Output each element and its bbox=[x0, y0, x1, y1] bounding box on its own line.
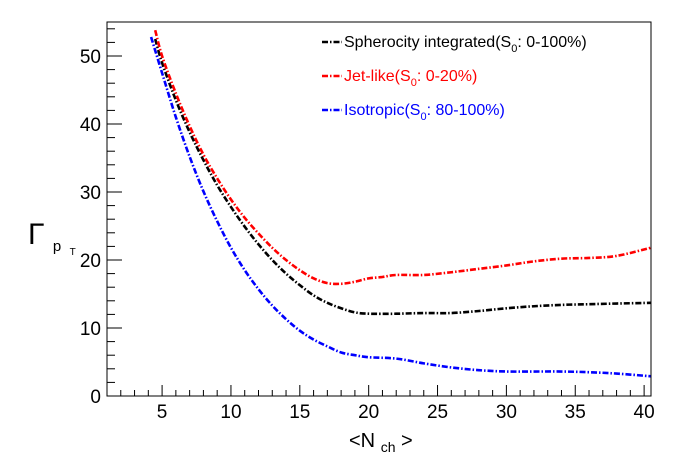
series-layer bbox=[149, 29, 652, 378]
y-axis-title: Γ p T bbox=[28, 218, 76, 258]
x-tick-label-25: 25 bbox=[427, 402, 448, 423]
series-line-1 bbox=[153, 38, 652, 316]
x-tick-label-15: 15 bbox=[289, 402, 310, 423]
y-tick-label-40: 40 bbox=[80, 115, 101, 136]
legend-label-3: Isotropic(S0: 80-100%) bbox=[344, 102, 505, 123]
x-axis-title-main: <N bbox=[349, 430, 375, 452]
x-axis-title-sub: ch bbox=[381, 439, 396, 455]
legend: Spherocity integrated(S0: 0-100%) Jet-lik… bbox=[322, 34, 587, 123]
y-tick-label-10: 10 bbox=[80, 319, 101, 340]
x-axis-title: <N ch > bbox=[349, 430, 413, 457]
y-axis-title-sub: p bbox=[53, 238, 61, 255]
plot-frame bbox=[106, 21, 652, 397]
y-tick-label-30: 30 bbox=[80, 183, 101, 204]
y-axis-title-main: Γ bbox=[28, 218, 45, 251]
axes-layer: 5 10 15 20 25 30 35 40 0 10 20 30 40 50 bbox=[80, 21, 655, 423]
y-tick-label-50: 50 bbox=[80, 47, 101, 68]
x-tick-label-20: 20 bbox=[358, 402, 379, 423]
x-axis-title-close: > bbox=[401, 430, 413, 452]
y-tick-label-20: 20 bbox=[80, 251, 101, 272]
x-tick-label-5: 5 bbox=[157, 402, 168, 423]
x-tick-label-30: 30 bbox=[496, 402, 517, 423]
x-tick-label-40: 40 bbox=[634, 402, 655, 423]
series-line-2 bbox=[153, 29, 652, 286]
legend-label-1: Spherocity integrated(S0: 0-100%) bbox=[344, 34, 587, 55]
series-line-3 bbox=[149, 36, 652, 378]
y-axis-title-subsub: T bbox=[70, 247, 76, 258]
x-tick-label-35: 35 bbox=[565, 402, 586, 423]
x-tick-label-10: 10 bbox=[220, 402, 241, 423]
legend-label-2: Jet-like(S0: 0-20%) bbox=[344, 68, 477, 89]
y-tick-label-0: 0 bbox=[90, 387, 101, 408]
